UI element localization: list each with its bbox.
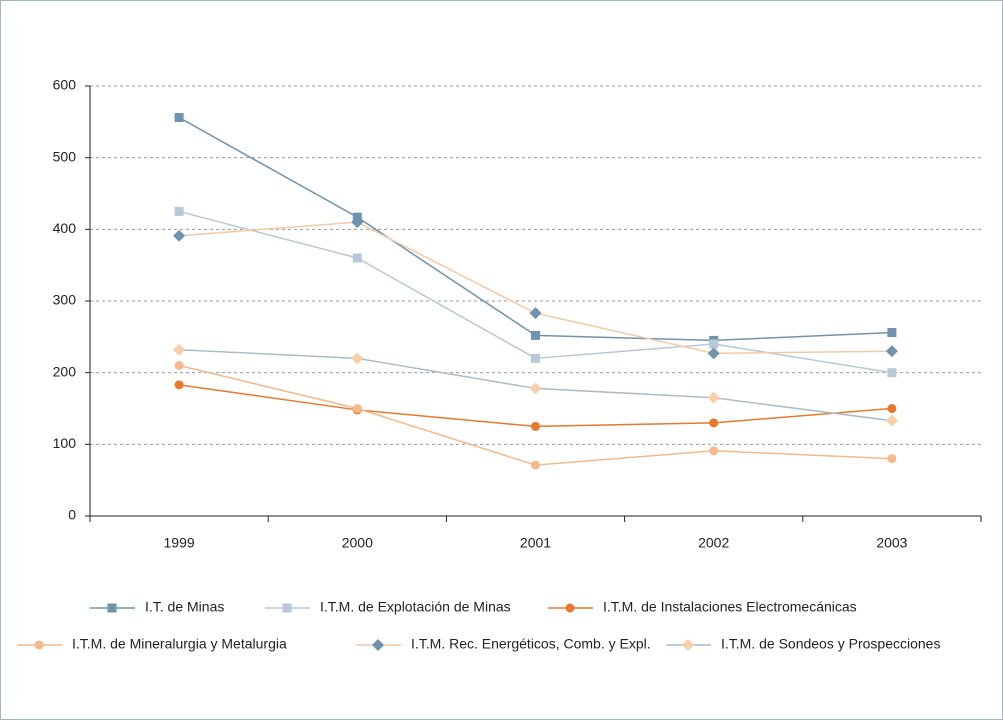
marker [709, 418, 719, 428]
marker [709, 339, 719, 349]
marker [707, 347, 720, 360]
marker [887, 404, 897, 413]
legend-label: I.T. de Minas [145, 599, 224, 615]
marker [531, 421, 540, 431]
x-tick-label: 2002 [698, 535, 729, 551]
legend-label: I.T.M. Rec. Energéticos, Comb. y Expl. [411, 636, 651, 652]
marker [34, 640, 44, 650]
marker [885, 345, 898, 358]
marker [887, 328, 897, 338]
marker [885, 414, 898, 427]
marker [531, 330, 540, 340]
marker [709, 446, 719, 456]
marker [531, 353, 540, 363]
marker [282, 603, 292, 613]
marker [174, 380, 184, 390]
y-tick-label: 300 [53, 292, 77, 308]
legend-label: I.T.M. de Instalaciones Electromecánicas [603, 599, 857, 615]
x-tick-label: 2000 [342, 535, 373, 551]
x-tick-label: 2003 [876, 535, 907, 551]
marker [173, 229, 186, 242]
x-tick-label: 1999 [164, 535, 195, 551]
marker [352, 404, 362, 413]
marker [682, 639, 694, 651]
marker [107, 603, 117, 613]
marker [351, 216, 364, 229]
marker [707, 391, 720, 404]
y-tick-label: 500 [53, 148, 77, 164]
marker [351, 352, 364, 365]
marker [529, 382, 542, 395]
marker [174, 206, 184, 216]
y-tick-label: 600 [53, 77, 77, 93]
marker [531, 460, 540, 470]
marker [529, 307, 542, 320]
y-tick-label: 100 [53, 435, 77, 451]
marker [352, 253, 362, 263]
legend-label: I.T.M. de Sondeos y Prospecciones [721, 636, 940, 652]
x-tick-label: 2001 [520, 535, 551, 551]
legend-label: I.T.M. de Explotación de Minas [320, 599, 511, 615]
marker [887, 454, 897, 464]
y-tick-label: 200 [53, 363, 77, 379]
marker [887, 368, 897, 378]
marker [372, 639, 384, 651]
marker [174, 113, 184, 123]
marker [174, 361, 184, 370]
marker [565, 603, 575, 613]
marker [173, 343, 186, 356]
legend-label: I.T.M. de Mineralurgia y Metalurgia [72, 636, 287, 652]
y-tick-label: 0 [68, 507, 76, 523]
y-tick-label: 400 [53, 220, 77, 236]
